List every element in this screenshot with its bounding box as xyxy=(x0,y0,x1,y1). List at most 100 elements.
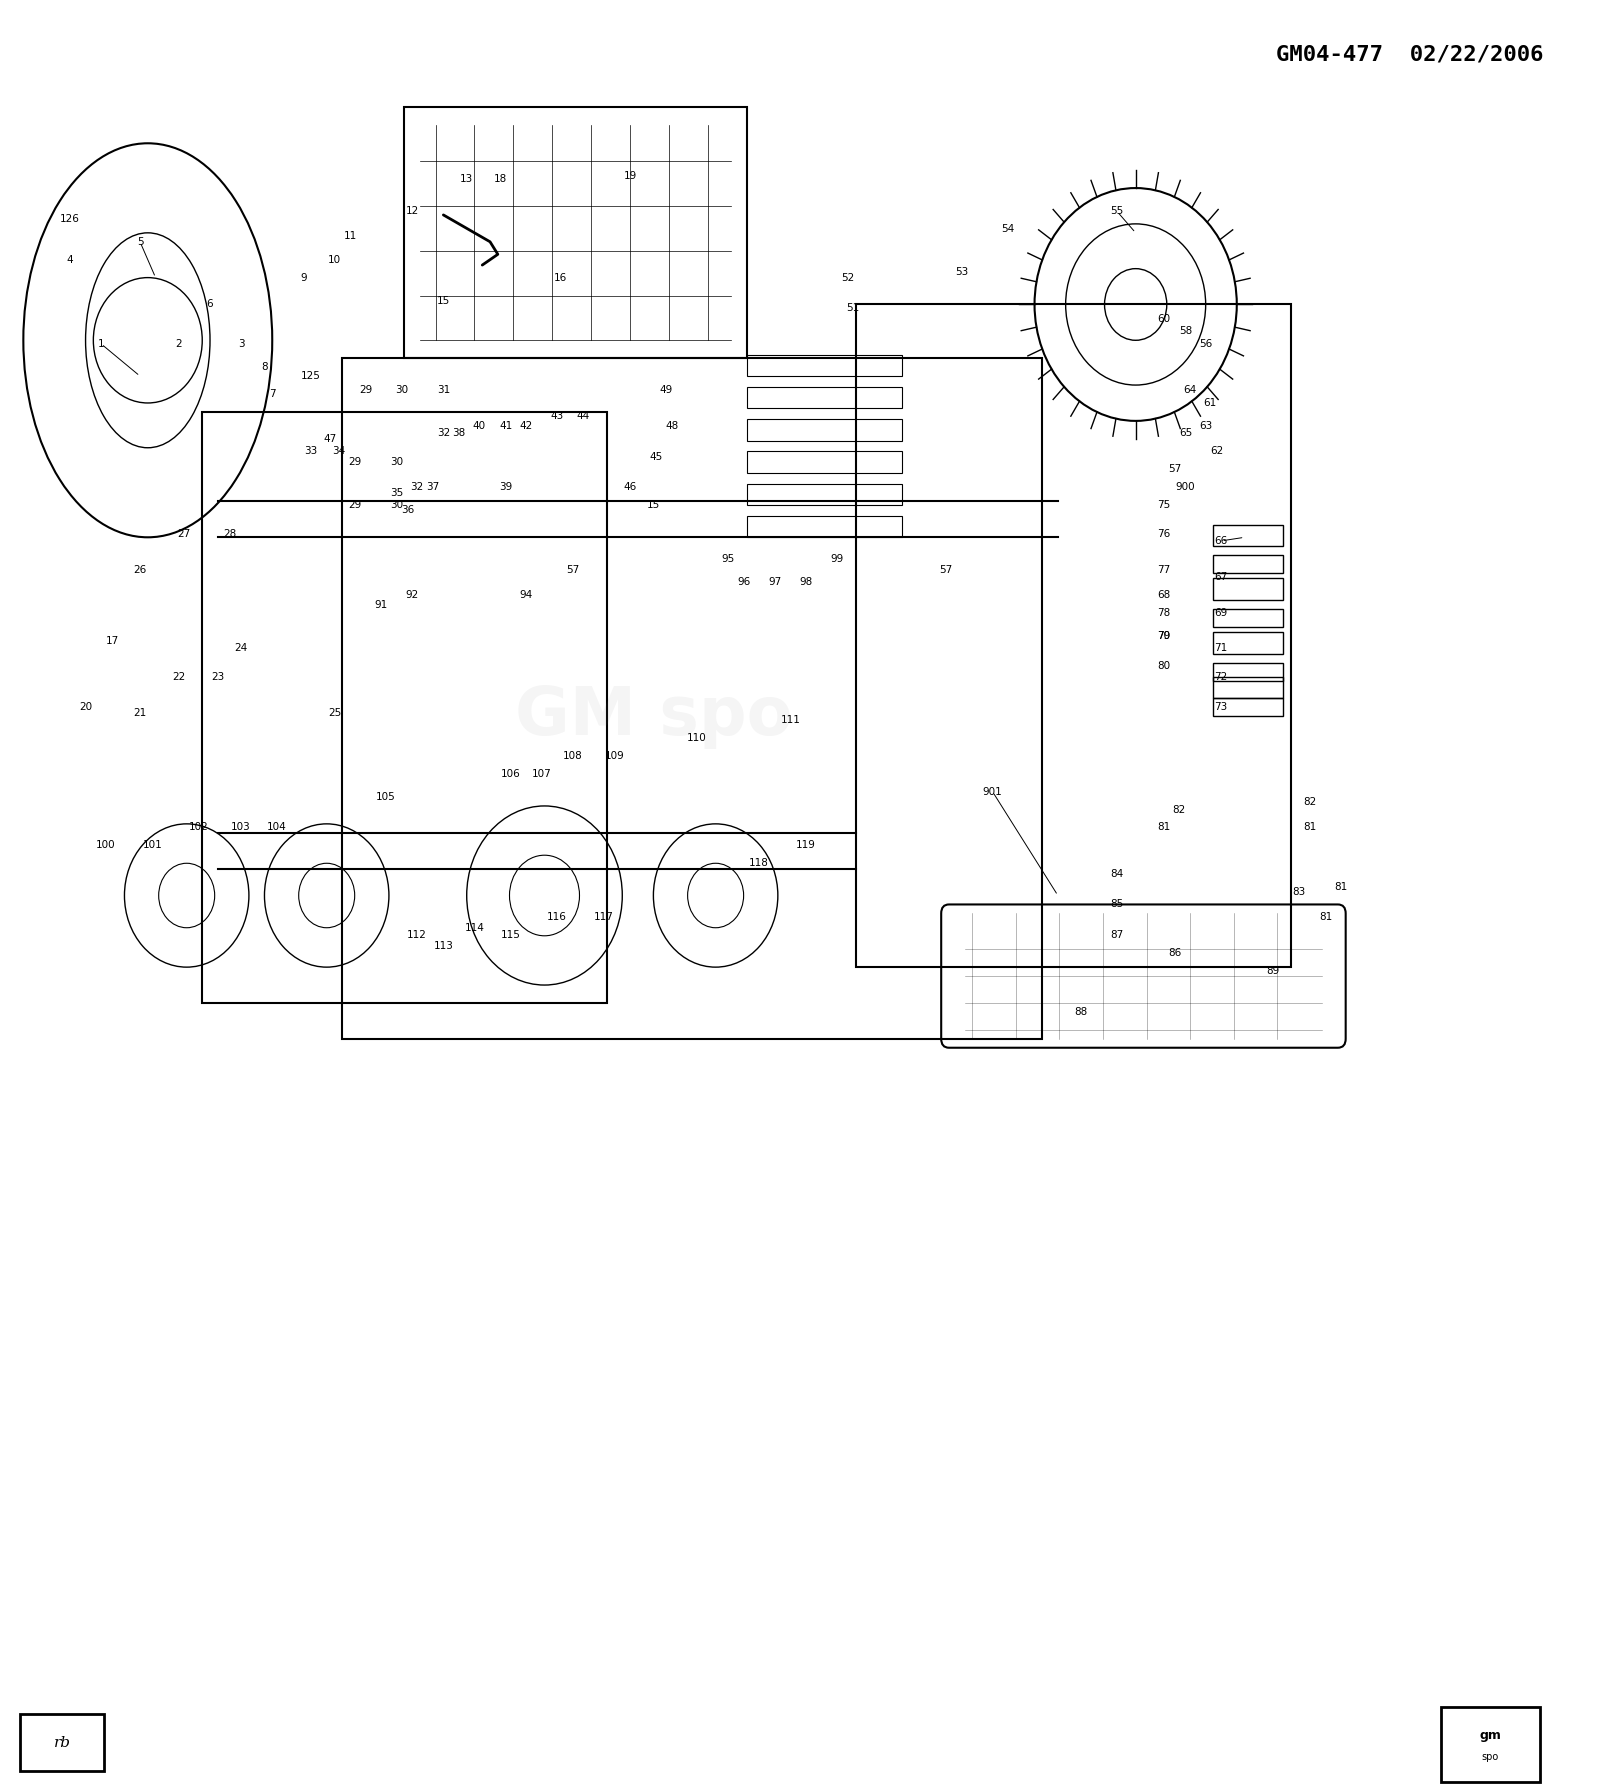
Text: 61: 61 xyxy=(1203,398,1218,408)
Text: 98: 98 xyxy=(800,577,813,587)
Text: 81: 81 xyxy=(1318,912,1333,922)
Text: 115: 115 xyxy=(501,930,520,940)
Text: 13: 13 xyxy=(461,174,474,184)
Bar xyxy=(1213,578,1283,600)
Text: 6: 6 xyxy=(206,299,213,310)
Text: 29: 29 xyxy=(358,385,373,396)
FancyBboxPatch shape xyxy=(21,1714,104,1771)
Bar xyxy=(1213,525,1283,546)
Text: 44: 44 xyxy=(576,410,590,421)
Text: 73: 73 xyxy=(1214,702,1227,713)
Text: 30: 30 xyxy=(390,500,403,510)
Text: 32: 32 xyxy=(437,428,450,439)
Text: 33: 33 xyxy=(304,446,318,457)
Text: 101: 101 xyxy=(142,840,162,851)
Text: 54: 54 xyxy=(1002,224,1014,235)
Text: 48: 48 xyxy=(666,421,678,432)
Text: 112: 112 xyxy=(406,930,427,940)
Text: 36: 36 xyxy=(402,505,414,516)
Text: 85: 85 xyxy=(1110,899,1123,910)
Text: 117: 117 xyxy=(594,912,613,922)
Text: 47: 47 xyxy=(323,433,336,444)
Text: 84: 84 xyxy=(1110,869,1123,879)
Bar xyxy=(856,304,1291,967)
Text: 55: 55 xyxy=(1110,206,1123,217)
Text: 72: 72 xyxy=(1214,672,1227,682)
Text: 52: 52 xyxy=(842,272,854,283)
Text: 92: 92 xyxy=(406,589,419,600)
Bar xyxy=(747,419,902,441)
Text: 105: 105 xyxy=(376,792,395,802)
Text: 111: 111 xyxy=(781,715,800,725)
Text: 43: 43 xyxy=(550,410,563,421)
Text: spo: spo xyxy=(1482,1752,1499,1762)
Text: 86: 86 xyxy=(1168,947,1181,958)
Text: 40: 40 xyxy=(472,421,486,432)
Bar xyxy=(747,355,902,376)
Text: 107: 107 xyxy=(531,768,552,779)
Text: 8: 8 xyxy=(261,362,267,373)
Bar xyxy=(1213,555,1283,573)
Text: 35: 35 xyxy=(390,487,403,498)
Text: 109: 109 xyxy=(605,750,624,761)
Text: 102: 102 xyxy=(189,822,210,833)
Text: 20: 20 xyxy=(78,702,93,713)
Text: 119: 119 xyxy=(795,840,816,851)
Text: 10: 10 xyxy=(328,254,341,265)
Text: 15: 15 xyxy=(646,500,661,510)
Text: 57: 57 xyxy=(566,564,579,575)
Text: 12: 12 xyxy=(406,206,419,217)
Bar xyxy=(747,451,902,473)
Text: 126: 126 xyxy=(61,213,80,224)
Text: 64: 64 xyxy=(1184,385,1197,396)
Text: 100: 100 xyxy=(96,840,115,851)
Text: 4: 4 xyxy=(67,254,74,265)
Text: 38: 38 xyxy=(453,428,466,439)
FancyBboxPatch shape xyxy=(1440,1707,1541,1782)
Bar xyxy=(405,107,747,358)
Text: 2: 2 xyxy=(176,338,182,349)
Text: 76: 76 xyxy=(1157,528,1170,539)
Text: 79: 79 xyxy=(1157,630,1170,641)
Text: 19: 19 xyxy=(624,170,637,181)
Text: 88: 88 xyxy=(1075,1007,1088,1017)
Text: 87: 87 xyxy=(1110,930,1123,940)
Text: 53: 53 xyxy=(955,267,968,278)
Text: 56: 56 xyxy=(1198,338,1213,349)
Bar xyxy=(1213,677,1283,698)
Text: 45: 45 xyxy=(650,451,662,462)
Text: 125: 125 xyxy=(301,371,322,381)
Text: 81: 81 xyxy=(1334,881,1347,892)
Bar xyxy=(1213,663,1283,681)
Text: 15: 15 xyxy=(437,296,450,306)
Bar xyxy=(342,358,1042,1039)
Text: 97: 97 xyxy=(768,577,781,587)
Text: 25: 25 xyxy=(328,707,341,718)
Text: 69: 69 xyxy=(1214,607,1227,618)
Text: 51: 51 xyxy=(846,303,859,313)
Text: 34: 34 xyxy=(333,446,346,457)
Text: 77: 77 xyxy=(1157,564,1170,575)
Text: 62: 62 xyxy=(1210,446,1222,457)
Text: 110: 110 xyxy=(686,733,707,743)
Text: 95: 95 xyxy=(722,553,734,564)
Text: 42: 42 xyxy=(520,421,533,432)
Text: rb: rb xyxy=(54,1735,70,1750)
Text: 81: 81 xyxy=(1157,822,1170,833)
Text: 60: 60 xyxy=(1157,313,1170,324)
Text: 11: 11 xyxy=(344,231,357,242)
Text: 1: 1 xyxy=(98,338,104,349)
Text: 91: 91 xyxy=(374,600,387,611)
Bar xyxy=(1213,632,1283,654)
Text: 5: 5 xyxy=(136,236,144,247)
Text: 32: 32 xyxy=(410,482,424,493)
Text: 103: 103 xyxy=(232,822,251,833)
Text: 17: 17 xyxy=(106,636,118,647)
Text: 24: 24 xyxy=(235,643,248,654)
Text: 104: 104 xyxy=(267,822,286,833)
Bar xyxy=(747,484,902,505)
Bar xyxy=(1213,698,1283,716)
Text: 68: 68 xyxy=(1157,589,1170,600)
Text: 29: 29 xyxy=(349,500,362,510)
Text: gm: gm xyxy=(1480,1728,1501,1743)
